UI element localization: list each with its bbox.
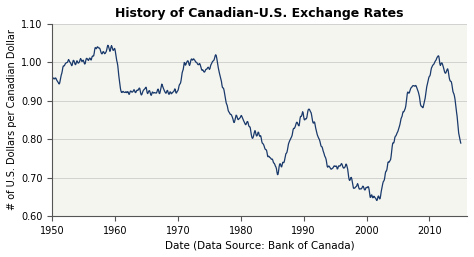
Y-axis label: # of U.S. Dollars per Canadian Dollar: # of U.S. Dollars per Canadian Dollar <box>7 30 17 210</box>
X-axis label: Date (Data Source: Bank of Canada): Date (Data Source: Bank of Canada) <box>165 240 355 250</box>
Title: History of Canadian-U.S. Exchange Rates: History of Canadian-U.S. Exchange Rates <box>116 7 404 20</box>
